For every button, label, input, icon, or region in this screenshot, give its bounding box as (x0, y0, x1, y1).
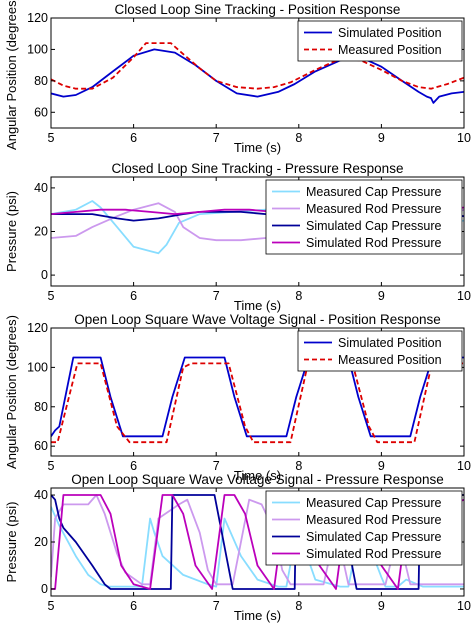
y-tick-label: 60 (34, 439, 48, 453)
chart-title: Closed Loop Sine Tracking - Pressure Res… (112, 161, 404, 176)
x-tick-label: 5 (48, 289, 55, 303)
legend-entry-2: Measured Position (338, 43, 442, 57)
y-tick-label: 60 (34, 105, 48, 119)
chart-4: Open Loop Square Wave Voltage Signal - P… (4, 472, 471, 623)
series-group (51, 356, 464, 444)
chart-2: Closed Loop Sine Tracking - Pressure Res… (4, 161, 471, 313)
x-tick-label: 7 (213, 289, 220, 303)
x-tick-label: 5 (48, 131, 55, 145)
x-axis-label: Time (s) (234, 608, 281, 623)
y-tick-label: 80 (34, 74, 48, 88)
y-axis-label: Angular Position (degrees) (4, 315, 19, 469)
x-tick-label: 5 (48, 459, 55, 473)
y-tick-label: 40 (34, 181, 48, 195)
chart-1: Closed Loop Sine Tracking - Position Res… (4, 0, 471, 155)
series-group (51, 42, 464, 104)
x-tick-label: 7 (213, 459, 220, 473)
legend-entry-1: Measured Cap Pressure (306, 185, 442, 199)
x-tick-label: 8 (295, 459, 302, 473)
x-tick-label: 10 (457, 289, 471, 303)
y-tick-label: 100 (27, 42, 48, 56)
legend-entry-2: Measured Rod Pressure (306, 202, 442, 216)
x-tick-label: 10 (457, 459, 471, 473)
y-tick-label: 0 (41, 268, 48, 282)
legend: Measured Cap Pressure Measured Rod Pressu… (265, 179, 463, 255)
y-axis-label: Pressure (psi) (4, 502, 19, 583)
x-axis-label: Time (s) (234, 298, 281, 313)
legend-entry-1: Measured Cap Pressure (306, 496, 442, 510)
y-axis-label: Pressure (psi) (4, 191, 19, 272)
x-tick-label: 10 (457, 599, 471, 613)
x-tick-label: 9 (378, 599, 385, 613)
y-tick-label: 120 (27, 321, 48, 335)
legend-box (297, 330, 463, 372)
legend-entry-1: Simulated Position (338, 336, 442, 350)
y-tick-label: 120 (27, 11, 48, 25)
y-axis-label: Angular Position (degrees) (4, 0, 19, 150)
axes-frame (50, 17, 465, 129)
chart-title: Closed Loop Sine Tracking - Position Res… (115, 2, 401, 17)
axes-frame (50, 327, 465, 457)
series-line-3 (51, 494, 464, 590)
y-tick-label: 100 (27, 360, 48, 374)
legend-entry-3: Simulated Cap Pressure (306, 219, 442, 233)
y-tick-label: 0 (41, 582, 48, 596)
x-tick-label: 8 (295, 131, 302, 145)
series-line-2 (51, 362, 464, 444)
x-tick-label: 5 (48, 599, 55, 613)
x-tick-label: 9 (378, 131, 385, 145)
x-tick-label: 9 (378, 459, 385, 473)
chart-title: Open Loop Square Wave Voltage Signal - P… (71, 472, 443, 487)
legend-box (297, 20, 463, 62)
x-tick-label: 7 (213, 599, 220, 613)
y-tick-label: 80 (34, 400, 48, 414)
x-tick-label: 8 (295, 599, 302, 613)
legend-entry-4: Simulated Rod Pressure (306, 236, 442, 250)
x-tick-label: 6 (130, 131, 137, 145)
legend: Simulated Position Measured Position (297, 330, 463, 372)
x-tick-label: 7 (213, 131, 220, 145)
series-line-1 (51, 356, 464, 438)
x-tick-label: 9 (378, 289, 385, 303)
x-tick-label: 10 (457, 131, 471, 145)
x-tick-label: 6 (130, 289, 137, 303)
x-axis-label: Time (s) (234, 468, 281, 483)
y-tick-label: 20 (34, 535, 48, 549)
legend-entry-4: Simulated Rod Pressure (306, 547, 442, 561)
legend-entry-2: Measured Position (338, 353, 442, 367)
y-tick-label: 20 (34, 225, 48, 239)
legend-entry-2: Measured Rod Pressure (306, 513, 442, 527)
x-tick-label: 6 (130, 599, 137, 613)
legend-entry-3: Simulated Cap Pressure (306, 530, 442, 544)
legend: Simulated Position Measured Position (297, 20, 463, 62)
chart-title: Open Loop Square Wave Voltage Signal - P… (74, 312, 440, 327)
y-tick-label: 40 (34, 488, 48, 502)
legend-entry-1: Simulated Position (338, 26, 442, 40)
series-line-1 (51, 48, 464, 104)
x-tick-label: 6 (130, 459, 137, 473)
x-tick-label: 8 (295, 289, 302, 303)
legend: Measured Cap Pressure Measured Rod Pressu… (265, 490, 463, 566)
chart-3: Open Loop Square Wave Voltage Signal - P… (4, 312, 471, 483)
x-axis-label: Time (s) (234, 140, 281, 155)
